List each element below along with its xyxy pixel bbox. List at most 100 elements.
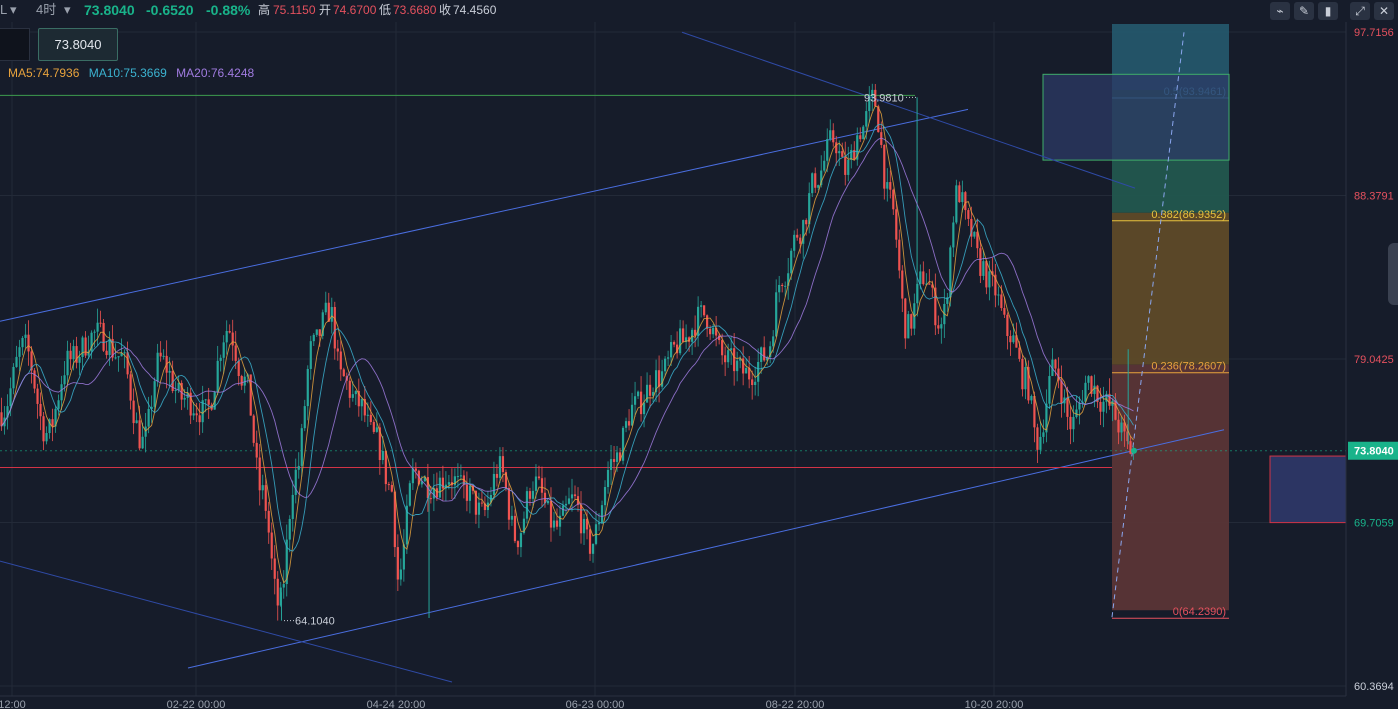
symbol-input[interactable] bbox=[0, 28, 30, 61]
candle-body bbox=[342, 369, 345, 377]
candle-body bbox=[111, 338, 114, 358]
candle-body bbox=[18, 347, 21, 357]
candle-body bbox=[1069, 416, 1072, 430]
zone-box-upper bbox=[1042, 73, 1230, 161]
candle-body bbox=[588, 529, 592, 554]
candle-body bbox=[1000, 294, 1003, 309]
fibonacci-bands: 0.5(93.9461)0.382(86.9352)0.236(78.2607)… bbox=[1042, 24, 1349, 619]
candle-body bbox=[1090, 376, 1093, 394]
candle-body bbox=[1126, 431, 1129, 442]
candle-body bbox=[339, 351, 342, 370]
trend-lines bbox=[0, 31, 1348, 683]
candle-body bbox=[159, 352, 162, 357]
candle-body bbox=[318, 329, 321, 336]
pencil-icon[interactable]: ✎ bbox=[1294, 2, 1314, 20]
candle-body bbox=[1003, 308, 1006, 315]
candle-body bbox=[96, 322, 99, 332]
ma5-line bbox=[1, 105, 1134, 584]
candle-body bbox=[838, 151, 841, 154]
candle-body bbox=[153, 381, 156, 407]
y-tick-label: 60.3694 bbox=[1354, 681, 1394, 693]
candle-body bbox=[135, 420, 138, 424]
candle-body bbox=[330, 307, 333, 322]
candle-body bbox=[1042, 432, 1045, 437]
candle-body bbox=[144, 426, 147, 437]
candle-body bbox=[928, 283, 931, 285]
fib-band bbox=[1112, 212, 1229, 365]
candle-body bbox=[303, 406, 306, 429]
candle-body bbox=[940, 324, 943, 329]
candle-body bbox=[985, 261, 988, 288]
candle-body bbox=[955, 185, 958, 223]
candle-body bbox=[423, 477, 426, 482]
interval-select[interactable]: 4时 bbox=[36, 2, 57, 17]
candle-body bbox=[528, 491, 532, 499]
candle-body bbox=[805, 220, 808, 225]
candle-body bbox=[609, 459, 613, 470]
ma-legend: MA5:74.7936 MA10:75.3669 MA20:76.4248 bbox=[8, 66, 260, 80]
candle-body bbox=[375, 427, 378, 432]
candle-body bbox=[964, 192, 967, 211]
candle-body bbox=[582, 518, 586, 534]
candle-body bbox=[904, 298, 907, 339]
candle-body bbox=[639, 391, 643, 415]
candle-body bbox=[333, 307, 336, 349]
candle-body bbox=[171, 370, 174, 392]
symbol-label[interactable]: L bbox=[0, 2, 8, 17]
candle-body bbox=[195, 413, 198, 416]
candle-body bbox=[1114, 400, 1117, 420]
candle-body bbox=[288, 518, 291, 540]
candle-body bbox=[727, 350, 730, 363]
candle-body bbox=[267, 510, 270, 533]
candle-body bbox=[736, 360, 739, 372]
indicator-icon[interactable]: ⌁ bbox=[1270, 2, 1290, 20]
open-label: 开 bbox=[319, 3, 332, 17]
panel-toggle-handle[interactable] bbox=[1388, 243, 1398, 305]
candle-body bbox=[630, 404, 634, 426]
candle-body bbox=[841, 151, 844, 157]
candle-body bbox=[348, 380, 351, 398]
candle-body bbox=[600, 505, 604, 523]
zone-box-lower bbox=[1269, 455, 1349, 524]
candle-body bbox=[832, 130, 835, 143]
candle-body bbox=[1060, 380, 1063, 404]
candle-body bbox=[1036, 427, 1039, 450]
candle-body bbox=[778, 284, 781, 293]
candle-body bbox=[297, 465, 300, 470]
ma5-value: MA5:74.7936 bbox=[8, 66, 80, 80]
candle-body bbox=[396, 547, 399, 580]
candle-body bbox=[796, 234, 799, 238]
candle-body bbox=[558, 515, 562, 527]
ma20-line bbox=[1, 137, 1134, 517]
candle-body bbox=[688, 337, 691, 342]
candle-body bbox=[261, 485, 264, 491]
price-input[interactable]: 73.8040 bbox=[38, 28, 118, 61]
candle-body bbox=[627, 421, 631, 426]
candle-body bbox=[597, 522, 601, 525]
close-icon[interactable]: ✕ bbox=[1374, 2, 1394, 20]
candle-body bbox=[712, 327, 715, 335]
candle-body bbox=[636, 391, 640, 397]
candle-body bbox=[1096, 385, 1099, 402]
candle-body bbox=[811, 173, 814, 194]
candle-body bbox=[417, 470, 420, 485]
chevron-down-icon[interactable]: ▾ bbox=[10, 2, 17, 17]
candle-body bbox=[534, 476, 538, 491]
chevron-down-icon[interactable]: ▾ bbox=[64, 2, 71, 17]
candle-body bbox=[129, 374, 132, 401]
candles-icon[interactable]: ▮ bbox=[1318, 2, 1338, 20]
candle-body bbox=[949, 247, 952, 298]
candle-body bbox=[862, 126, 865, 140]
candle-body bbox=[15, 356, 18, 367]
candle-body bbox=[162, 355, 165, 357]
expand-icon[interactable]: ⤢ bbox=[1350, 2, 1370, 20]
candle-body bbox=[414, 468, 417, 471]
candle-body bbox=[324, 302, 327, 313]
candle-body bbox=[66, 350, 69, 376]
candle-body bbox=[697, 306, 700, 336]
candle-body bbox=[633, 396, 637, 405]
candle-body bbox=[886, 182, 889, 189]
close-label: 收 bbox=[439, 3, 452, 17]
candle-body bbox=[642, 402, 646, 415]
